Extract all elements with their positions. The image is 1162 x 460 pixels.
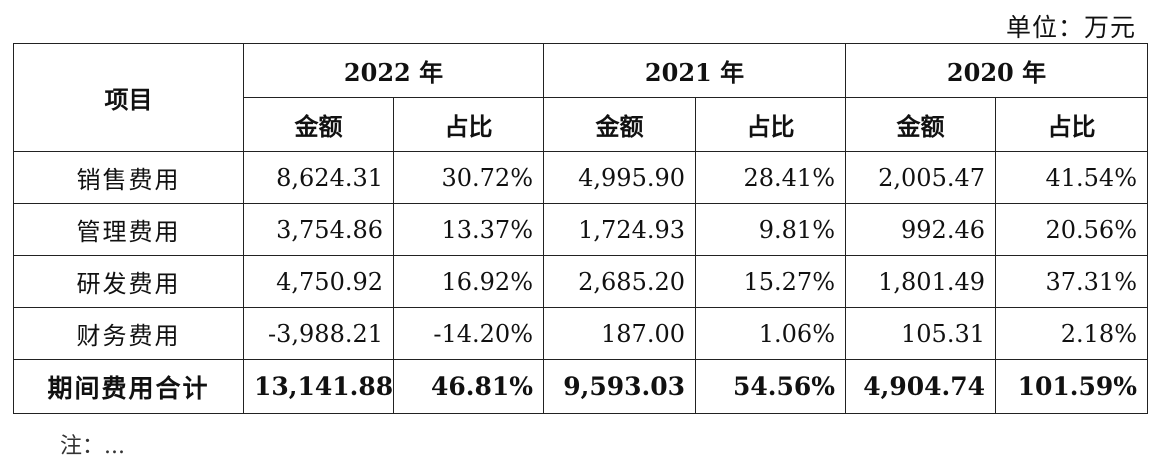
cell-amount: 2,005.47 bbox=[845, 151, 996, 204]
total-amount: 13,141.88 bbox=[243, 359, 394, 414]
total-label: 期间费用合计 bbox=[13, 359, 244, 414]
cell-amount: 2,685.20 bbox=[543, 255, 696, 308]
cell-amount: -3,988.21 bbox=[243, 307, 394, 360]
cell-amount: 992.46 bbox=[845, 203, 996, 256]
row-label: 销售费用 bbox=[13, 151, 244, 204]
amount-header: 金额 bbox=[243, 97, 394, 152]
row-label: 管理费用 bbox=[13, 203, 244, 256]
cell-amount: 3,754.86 bbox=[243, 203, 394, 256]
cell-ratio: 20.56% bbox=[995, 203, 1148, 256]
footnote: 注：... bbox=[60, 434, 125, 459]
cell-amount: 4,750.92 bbox=[243, 255, 394, 308]
ratio-header: 占比 bbox=[695, 97, 846, 152]
cell-ratio: 37.31% bbox=[995, 255, 1148, 308]
year-header-2020: 2020 年 bbox=[845, 43, 1148, 98]
amount-header: 金额 bbox=[543, 97, 696, 152]
table-row: 财务费用 -3,988.21 -14.20% 187.00 1.06% 105.… bbox=[13, 307, 1148, 360]
total-row: 期间费用合计 13,141.88 46.81% 9,593.03 54.56% … bbox=[13, 359, 1148, 414]
cell-ratio: 28.41% bbox=[695, 151, 846, 204]
total-amount: 9,593.03 bbox=[543, 359, 696, 414]
cell-ratio: 16.92% bbox=[393, 255, 544, 308]
cell-amount: 4,995.90 bbox=[543, 151, 696, 204]
amount-header: 金额 bbox=[845, 97, 996, 152]
row-label: 研发费用 bbox=[13, 255, 244, 308]
cell-ratio: 13.37% bbox=[393, 203, 544, 256]
total-ratio: 46.81% bbox=[393, 359, 544, 414]
unit-label: 单位：万元 bbox=[1005, 13, 1136, 42]
header-row-years: 项目 2022 年 2021 年 2020 年 bbox=[13, 43, 1148, 152]
cell-ratio: 15.27% bbox=[695, 255, 846, 308]
expense-table: 项目 2022 年 2021 年 2020 年 金额 占比 金额 占比 金额 占… bbox=[13, 43, 1148, 414]
row-label: 财务费用 bbox=[13, 307, 244, 360]
cell-amount: 105.31 bbox=[845, 307, 996, 360]
cell-ratio: 30.72% bbox=[393, 151, 544, 204]
total-ratio: 101.59% bbox=[995, 359, 1148, 414]
item-header: 项目 bbox=[13, 43, 244, 152]
cell-amount: 187.00 bbox=[543, 307, 696, 360]
year-header-2021: 2021 年 bbox=[543, 43, 846, 98]
table-row: 研发费用 4,750.92 16.92% 2,685.20 15.27% 1,8… bbox=[13, 255, 1148, 308]
cell-ratio: 1.06% bbox=[695, 307, 846, 360]
total-ratio: 54.56% bbox=[695, 359, 846, 414]
cell-ratio: 9.81% bbox=[695, 203, 846, 256]
total-amount: 4,904.74 bbox=[845, 359, 996, 414]
cell-amount: 8,624.31 bbox=[243, 151, 394, 204]
table-row: 管理费用 3,754.86 13.37% 1,724.93 9.81% 992.… bbox=[13, 203, 1148, 256]
year-header-2022: 2022 年 bbox=[243, 43, 544, 98]
cell-ratio: 41.54% bbox=[995, 151, 1148, 204]
table-row: 销售费用 8,624.31 30.72% 4,995.90 28.41% 2,0… bbox=[13, 151, 1148, 204]
ratio-header: 占比 bbox=[995, 97, 1148, 152]
ratio-header: 占比 bbox=[393, 97, 544, 152]
cell-amount: 1,801.49 bbox=[845, 255, 996, 308]
cell-ratio: 2.18% bbox=[995, 307, 1148, 360]
cell-amount: 1,724.93 bbox=[543, 203, 696, 256]
cell-ratio: -14.20% bbox=[393, 307, 544, 360]
